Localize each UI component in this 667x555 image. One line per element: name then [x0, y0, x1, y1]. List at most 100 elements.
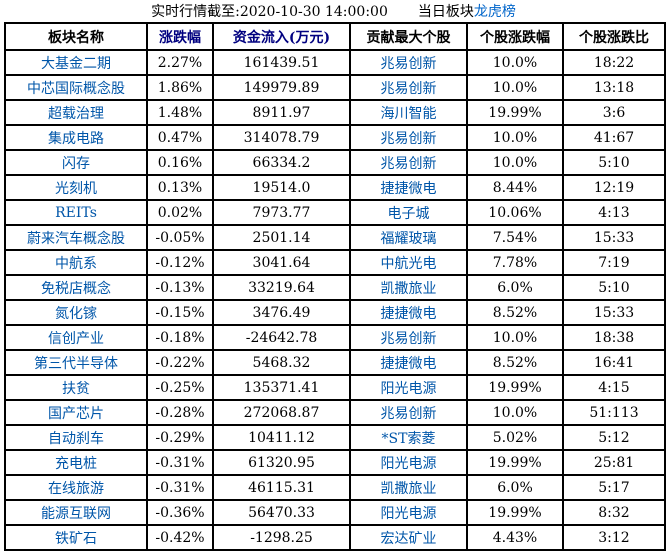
cell-advance-decline-ratio: 51:113: [562, 399, 666, 426]
cell-top-stock[interactable]: 兆易创新: [349, 399, 468, 426]
cell-sector-name[interactable]: 国产芯片: [4, 399, 148, 426]
cell-stock-change: 8.44%: [466, 174, 564, 201]
cell-stock-change: 10.06%: [466, 199, 564, 226]
cell-top-stock[interactable]: 凯撒旅业: [349, 474, 468, 501]
cell-sector-name[interactable]: 信创产业: [4, 324, 148, 351]
col-header-top-stock: 贡献最大个股: [349, 22, 468, 51]
cell-top-stock[interactable]: 阳光电源: [349, 449, 468, 476]
table-row: 充电桩 -0.31% 61320.95 阳光电源 19.99% 25:81: [4, 449, 666, 476]
table-row: 大基金二期 2.27% 161439.51 兆易创新 10.0% 18:22: [4, 49, 666, 76]
cell-advance-decline-ratio: 15:33: [562, 224, 666, 251]
cell-top-stock[interactable]: *ST索菱: [349, 424, 468, 451]
cell-sector-name[interactable]: 集成电路: [4, 124, 148, 151]
cell-sector-name[interactable]: 铁矿石: [4, 524, 148, 551]
longhu-board-link[interactable]: 龙虎榜: [473, 4, 516, 20]
cell-stock-change: 19.99%: [466, 449, 564, 476]
cell-advance-decline-ratio: 3:12: [562, 524, 666, 551]
header-row: 板块名称 涨跌幅 资金流入(万元) 贡献最大个股 个股涨跌幅 个股涨跌比: [4, 22, 666, 51]
cell-change-pct: -0.13%: [146, 274, 214, 301]
cell-sector-name[interactable]: 能源互联网: [4, 499, 148, 526]
cell-sector-name[interactable]: 第三代半导体: [4, 349, 148, 376]
cell-sector-name[interactable]: 免税店概念: [4, 274, 148, 301]
col-header-capital-inflow[interactable]: 资金流入(万元): [212, 22, 351, 51]
cell-stock-change: 10.0%: [466, 49, 564, 76]
cell-advance-decline-ratio: 12:19: [562, 174, 666, 201]
cell-top-stock[interactable]: 兆易创新: [349, 124, 468, 151]
asof-timestamp: 实时行情截至:2020-10-30 14:00:00: [151, 4, 388, 20]
cell-advance-decline-ratio: 18:38: [562, 324, 666, 351]
table-body: 大基金二期 2.27% 161439.51 兆易创新 10.0% 18:22 中芯国际概念股…: [4, 49, 666, 551]
cell-top-stock[interactable]: 捷捷微电: [349, 349, 468, 376]
cell-sector-name[interactable]: 超载治理: [4, 99, 148, 126]
cell-sector-name[interactable]: 自动刹车: [4, 424, 148, 451]
cell-capital-inflow: 149979.89: [212, 74, 351, 101]
cell-capital-inflow: 10411.12: [212, 424, 351, 451]
cell-top-stock[interactable]: 兆易创新: [349, 149, 468, 176]
cell-capital-inflow: 8911.97: [212, 99, 351, 126]
cell-top-stock[interactable]: 阳光电源: [349, 374, 468, 401]
cell-change-pct: -0.05%: [146, 224, 214, 251]
cell-capital-inflow: 19514.0: [212, 174, 351, 201]
table-row: 国产芯片 -0.28% 272068.87 兆易创新 10.0% 51:113: [4, 399, 666, 426]
cell-capital-inflow: -24642.78: [212, 324, 351, 351]
table-row: 光刻机 0.13% 19514.0 捷捷微电 8.44% 12:19: [4, 174, 666, 201]
cell-capital-inflow: 66334.2: [212, 149, 351, 176]
cell-sector-name[interactable]: 扶贫: [4, 374, 148, 401]
cell-sector-name[interactable]: 充电桩: [4, 449, 148, 476]
cell-top-stock[interactable]: 兆易创新: [349, 49, 468, 76]
cell-top-stock[interactable]: 捷捷微电: [349, 174, 468, 201]
cell-top-stock[interactable]: 宏达矿业: [349, 524, 468, 551]
cell-capital-inflow: 2501.14: [212, 224, 351, 251]
table-row: 免税店概念 -0.13% 33219.64 凯撒旅业 6.0% 5:10: [4, 274, 666, 301]
cell-change-pct: 0.02%: [146, 199, 214, 226]
cell-stock-change: 4.43%: [466, 524, 564, 551]
cell-stock-change: 8.52%: [466, 299, 564, 326]
cell-capital-inflow: 56470.33: [212, 499, 351, 526]
cell-capital-inflow: 272068.87: [212, 399, 351, 426]
cell-change-pct: -0.29%: [146, 424, 214, 451]
cell-top-stock[interactable]: 中航光电: [349, 249, 468, 276]
board-title-prefix: 当日板块: [417, 4, 474, 20]
cell-top-stock[interactable]: 海川智能: [349, 99, 468, 126]
cell-sector-name[interactable]: 闪存: [4, 149, 148, 176]
cell-change-pct: -0.15%: [146, 299, 214, 326]
cell-change-pct: 0.13%: [146, 174, 214, 201]
cell-advance-decline-ratio: 16:41: [562, 349, 666, 376]
cell-top-stock[interactable]: 阳光电源: [349, 499, 468, 526]
cell-sector-name[interactable]: 光刻机: [4, 174, 148, 201]
cell-stock-change: 10.0%: [466, 324, 564, 351]
cell-change-pct: -0.42%: [146, 524, 214, 551]
col-header-change-pct[interactable]: 涨跌幅: [146, 22, 214, 51]
cell-sector-name[interactable]: REITs: [4, 199, 148, 226]
cell-advance-decline-ratio: 15:33: [562, 299, 666, 326]
cell-stock-change: 10.0%: [466, 399, 564, 426]
cell-advance-decline-ratio: 3:6: [562, 99, 666, 126]
cell-stock-change: 10.0%: [466, 74, 564, 101]
cell-advance-decline-ratio: 4:15: [562, 374, 666, 401]
cell-sector-name[interactable]: 中航系: [4, 249, 148, 276]
cell-capital-inflow: 3041.64: [212, 249, 351, 276]
cell-top-stock[interactable]: 福耀玻璃: [349, 224, 468, 251]
sector-leaderboard-table: 板块名称 涨跌幅 资金流入(万元) 贡献最大个股 个股涨跌幅 个股涨跌比 大基金…: [4, 22, 666, 551]
cell-top-stock[interactable]: 兆易创新: [349, 324, 468, 351]
cell-sector-name[interactable]: 大基金二期: [4, 49, 148, 76]
cell-sector-name[interactable]: 中芯国际概念股: [4, 74, 148, 101]
cell-change-pct: -0.36%: [146, 499, 214, 526]
cell-stock-change: 8.52%: [466, 349, 564, 376]
cell-sector-name[interactable]: 氮化镓: [4, 299, 148, 326]
cell-stock-change: 6.0%: [466, 474, 564, 501]
cell-top-stock[interactable]: 捷捷微电: [349, 299, 468, 326]
cell-sector-name[interactable]: 蔚来汽车概念股: [4, 224, 148, 251]
cell-stock-change: 7.54%: [466, 224, 564, 251]
cell-sector-name[interactable]: 在线旅游: [4, 474, 148, 501]
cell-change-pct: -0.18%: [146, 324, 214, 351]
table-row: 能源互联网 -0.36% 56470.33 阳光电源 19.99% 8:32: [4, 499, 666, 526]
cell-capital-inflow: -1298.25: [212, 524, 351, 551]
cell-top-stock[interactable]: 兆易创新: [349, 74, 468, 101]
cell-top-stock[interactable]: 电子城: [349, 199, 468, 226]
cell-stock-change: 10.0%: [466, 149, 564, 176]
cell-top-stock[interactable]: 凯撒旅业: [349, 274, 468, 301]
cell-change-pct: 1.86%: [146, 74, 214, 101]
cell-advance-decline-ratio: 7:19: [562, 249, 666, 276]
col-header-stock-change: 个股涨跌幅: [466, 22, 564, 51]
